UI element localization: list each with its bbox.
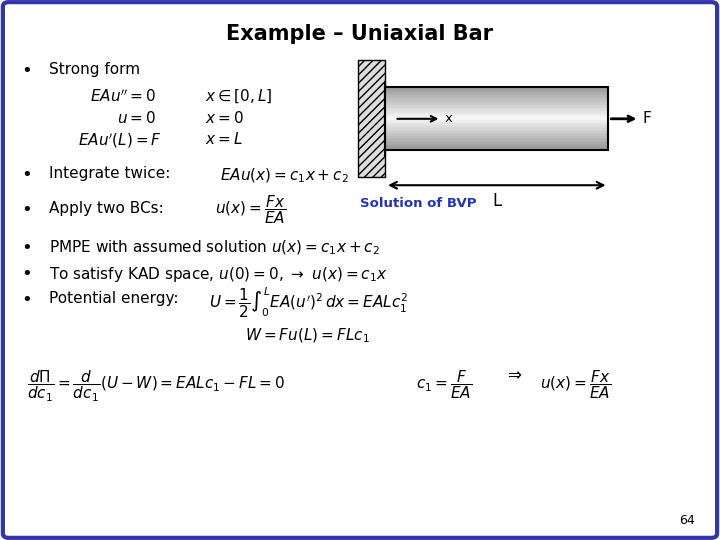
Bar	[385, 87, 608, 89]
Text: $EAu'(L) = F$: $EAu'(L) = F$	[78, 131, 162, 150]
Text: L: L	[492, 192, 501, 210]
Bar	[385, 145, 608, 147]
Bar	[385, 130, 608, 131]
Bar	[385, 97, 608, 98]
Bar	[385, 139, 608, 141]
Bar	[385, 144, 608, 145]
Bar	[385, 120, 608, 122]
Bar	[385, 119, 608, 120]
Text: •: •	[22, 291, 32, 308]
Text: $W = Fu(L) = FLc_1$: $W = Fu(L) = FLc_1$	[245, 327, 369, 345]
Bar	[385, 126, 608, 128]
Text: $EAu(x) = c_1 x + c_2$: $EAu(x) = c_1 x + c_2$	[220, 166, 348, 185]
FancyBboxPatch shape	[3, 2, 717, 538]
Bar	[385, 94, 608, 95]
Text: To satisfy KAD space, $u(0) = 0$, $\rightarrow$ $u(x) = c_1 x$: To satisfy KAD space, $u(0) = 0$, $\righ…	[49, 265, 387, 284]
Bar	[385, 103, 608, 105]
Text: $x = 0$: $x = 0$	[205, 110, 244, 126]
Text: Strong form: Strong form	[49, 62, 140, 77]
Bar	[385, 91, 608, 92]
Text: $x \in [0,L]$: $x \in [0,L]$	[205, 88, 272, 105]
Bar	[385, 116, 608, 117]
Bar	[385, 117, 608, 119]
Text: $U = \dfrac{1}{2}\int_0^L EA(u')^2\,dx = EALc_1^2$: $U = \dfrac{1}{2}\int_0^L EA(u')^2\,dx =…	[209, 285, 408, 320]
Text: PMPE with assumed solution $u(x) = c_1 x + c_2$: PMPE with assumed solution $u(x) = c_1 x…	[49, 239, 380, 257]
Bar	[385, 136, 608, 138]
Text: Potential energy:: Potential energy:	[49, 291, 179, 306]
Text: $x = L$: $x = L$	[205, 131, 243, 147]
Text: x: x	[445, 112, 453, 125]
Text: •: •	[22, 62, 32, 80]
Bar	[385, 100, 608, 102]
Bar	[385, 142, 608, 144]
Bar	[385, 128, 608, 130]
Bar	[385, 148, 608, 150]
Bar	[385, 131, 608, 133]
Bar	[385, 138, 608, 139]
Text: $EAu'' = 0$: $EAu'' = 0$	[90, 88, 156, 105]
Text: 64: 64	[679, 514, 695, 526]
Text: Apply two BCs:: Apply two BCs:	[49, 201, 163, 216]
Text: Solution of BVP: Solution of BVP	[360, 197, 477, 210]
Text: •: •	[22, 239, 32, 256]
Text: $\Rightarrow$: $\Rightarrow$	[504, 366, 523, 383]
Bar	[385, 105, 608, 106]
Bar	[385, 114, 608, 116]
Text: $u(x) = \dfrac{Fx}{EA}$: $u(x) = \dfrac{Fx}{EA}$	[215, 193, 286, 226]
Bar	[358, 60, 385, 177]
Bar	[385, 87, 608, 150]
Text: $c_1 = \dfrac{F}{EA}$: $c_1 = \dfrac{F}{EA}$	[416, 368, 472, 401]
Bar	[385, 147, 608, 149]
Bar	[385, 98, 608, 100]
Bar	[385, 106, 608, 108]
Text: $u(x) = \dfrac{Fx}{EA}$: $u(x) = \dfrac{Fx}{EA}$	[540, 368, 611, 401]
Text: Integrate twice:: Integrate twice:	[49, 166, 171, 181]
Text: •: •	[22, 201, 32, 219]
Bar	[385, 134, 608, 136]
Text: •: •	[22, 265, 32, 282]
Bar	[385, 110, 608, 111]
Bar	[385, 133, 608, 134]
Text: $u = 0$: $u = 0$	[117, 110, 156, 126]
Text: $\dfrac{d\Pi}{dc_1} = \dfrac{d}{dc_1}(U - W) = EALc_1 - FL = 0$: $\dfrac{d\Pi}{dc_1} = \dfrac{d}{dc_1}(U …	[27, 368, 286, 404]
Text: •: •	[22, 166, 32, 184]
Text: Example – Uniaxial Bar: Example – Uniaxial Bar	[227, 24, 493, 44]
Bar	[385, 89, 608, 91]
Bar	[385, 95, 608, 97]
Bar	[385, 112, 608, 114]
Bar	[385, 92, 608, 94]
Bar	[385, 141, 608, 142]
Bar	[385, 111, 608, 112]
Bar	[385, 125, 608, 126]
Bar	[385, 122, 608, 124]
Bar	[385, 124, 608, 125]
Bar	[385, 102, 608, 103]
Bar	[385, 108, 608, 110]
Text: F: F	[642, 111, 651, 126]
